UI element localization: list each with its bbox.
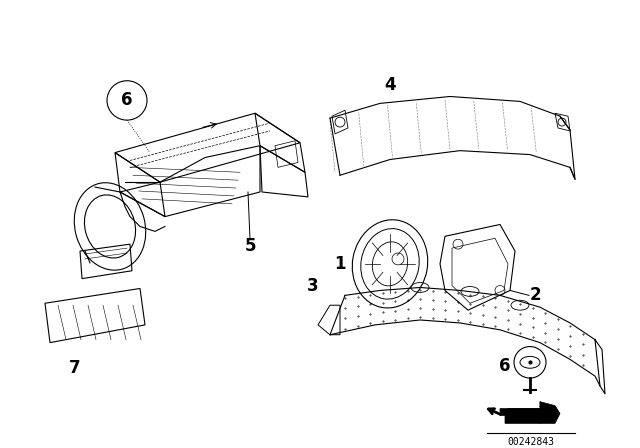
Text: 00242843: 00242843: [508, 437, 554, 447]
Text: 6: 6: [121, 91, 132, 109]
Text: 4: 4: [384, 76, 396, 94]
Text: 2: 2: [530, 286, 541, 304]
Text: 3: 3: [307, 276, 318, 294]
Text: 6: 6: [499, 357, 511, 375]
Text: 1: 1: [334, 255, 346, 273]
Text: 5: 5: [244, 237, 256, 255]
Text: 7: 7: [69, 359, 81, 377]
Polygon shape: [505, 402, 560, 423]
Polygon shape: [500, 402, 555, 423]
